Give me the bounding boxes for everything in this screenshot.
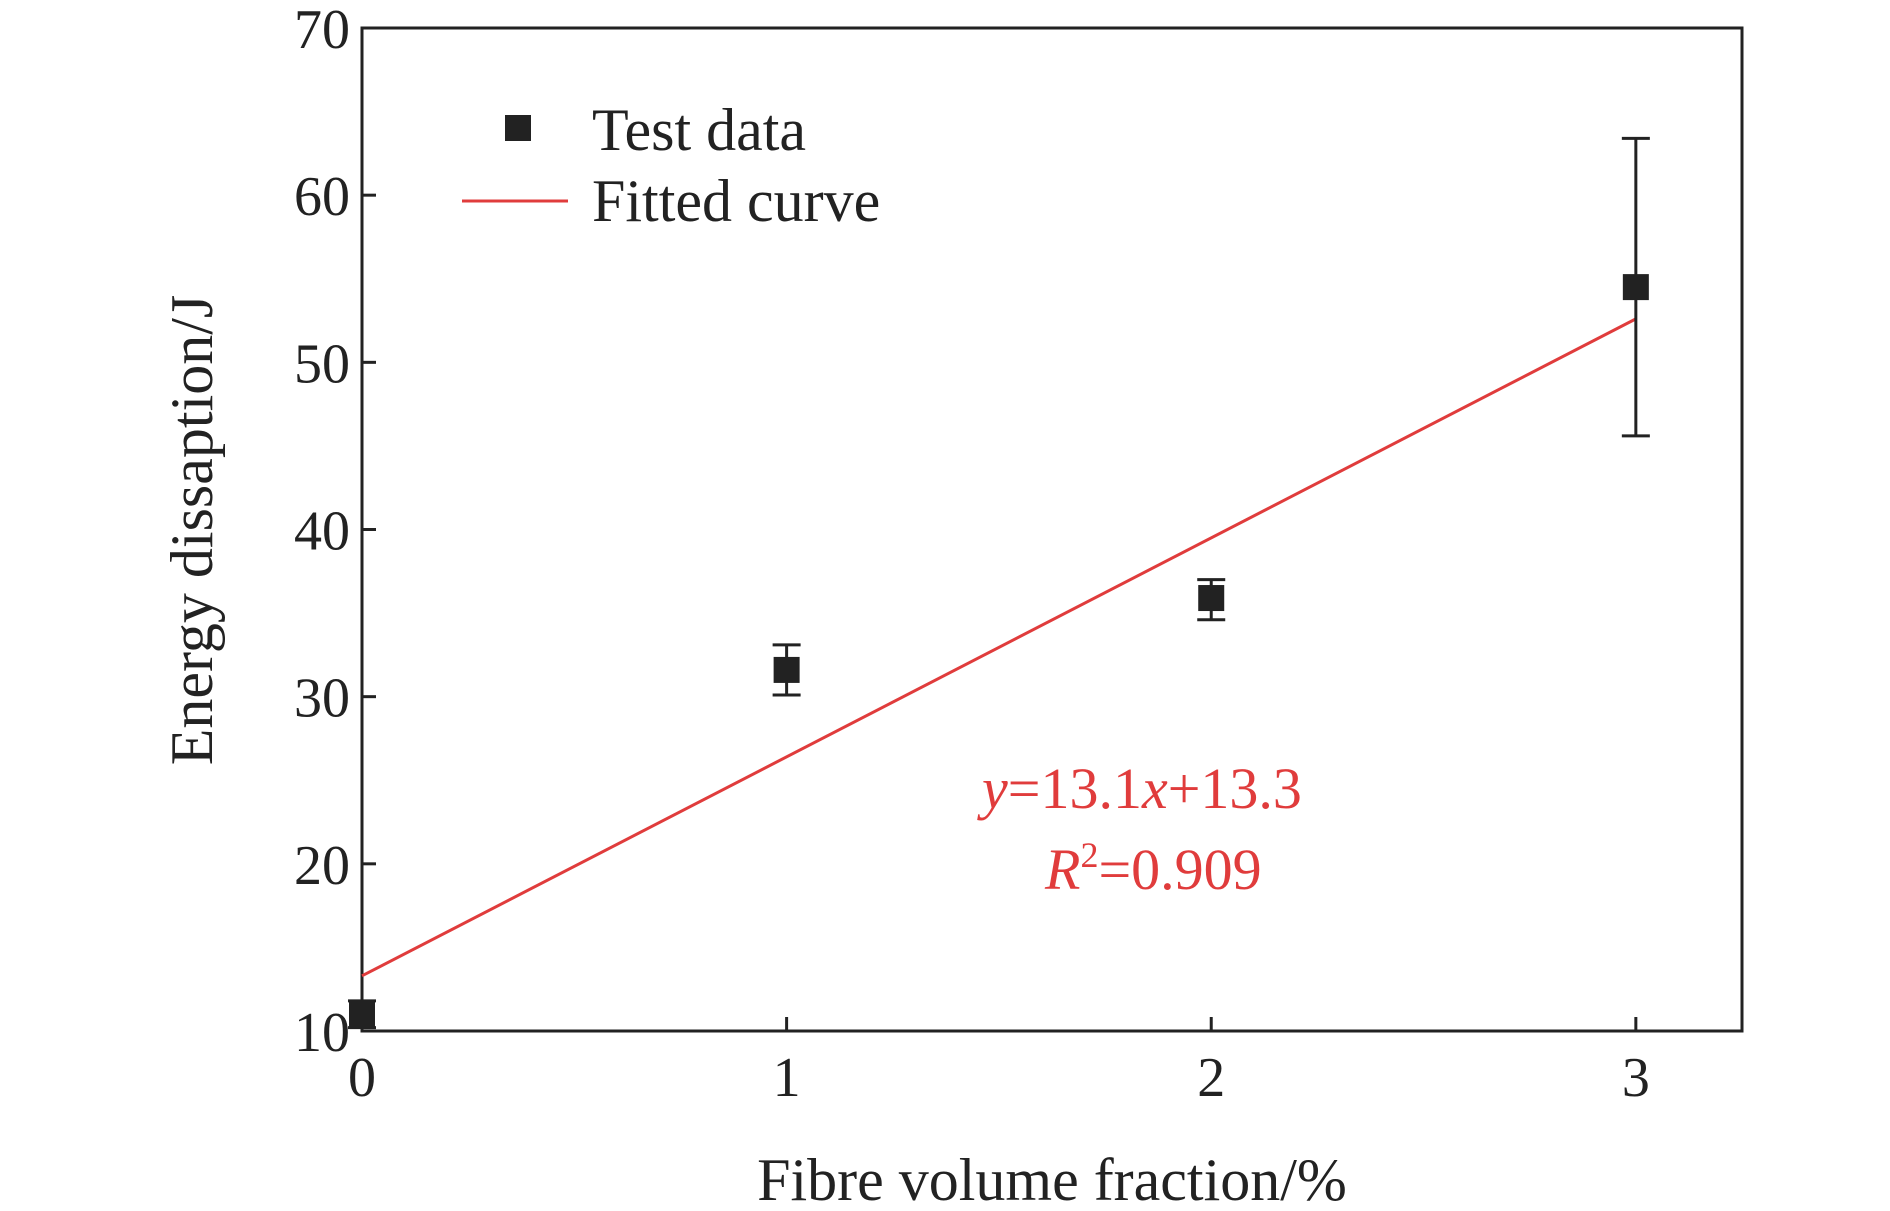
data-marks [348,136,1650,1030]
y-axis-label: Energy dissaption/J [159,295,225,766]
y-tick-label: 60 [294,166,350,228]
x-tick-label: 3 [1622,1047,1650,1109]
y-tick-label: 10 [294,1002,350,1064]
x-tick-label: 0 [348,1047,376,1109]
x-axis-label: Fibre volume fraction/% [757,1147,1347,1211]
legend-label-test-data: Test data [592,97,806,163]
y-tick-label: 40 [294,501,350,563]
y-tick-label: 50 [294,333,350,395]
axis-ticks: 0 1 2 3 10 20 30 40 50 60 70 [294,0,1650,1109]
x-tick-label: 1 [773,1047,801,1109]
y-tick-label: 20 [294,835,350,897]
data-point [1622,274,1649,301]
y-tick-label: 30 [294,668,350,730]
fitted-line [361,317,1637,978]
data-point [773,656,800,683]
legend-marker-square [505,115,531,141]
data-point [349,1001,375,1028]
legend: Test data Fitted curve [462,97,880,234]
legend-label-fitted-curve: Fitted curve [592,168,880,234]
x-tick-label: 2 [1197,1047,1225,1109]
data-point [1198,585,1225,612]
fit-equation: y=13.1x+13.3 [977,756,1302,821]
y-tick-label: 70 [294,0,350,61]
fit-layer [361,317,1637,978]
r-squared: R2=0.909 [1044,835,1262,902]
